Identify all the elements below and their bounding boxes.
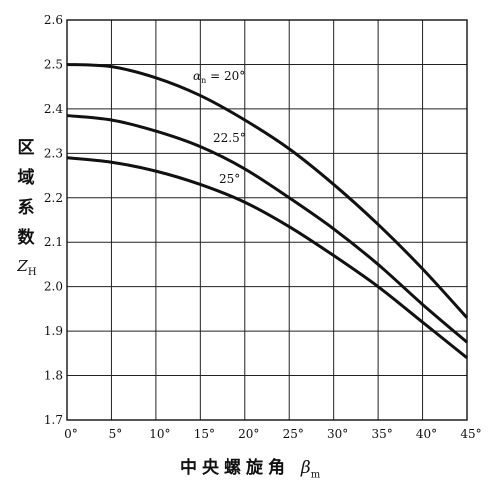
y-tick-label: 2.3 [44, 146, 63, 160]
x-tick-label: 10° [149, 427, 170, 441]
y-tick-label: 2.1 [44, 235, 63, 249]
x-axis-title-text: 中央螺旋角 [180, 458, 290, 478]
plot-frame [66, 19, 468, 421]
y-axis-title-char: 区 [17, 138, 35, 158]
x-tick-label: 40° [416, 427, 437, 441]
series-line [66, 156, 468, 359]
x-tick-label: 15° [194, 427, 215, 441]
y-tick-label: 1.8 [44, 369, 63, 383]
x-tick-label: 30° [327, 427, 348, 441]
y-axis-title-char: 系 [17, 198, 35, 218]
x-tick-label: 35° [371, 427, 392, 441]
x-axis-title: 中央螺旋角 βm [180, 453, 400, 480]
y-axis-symbol: ZH [17, 257, 37, 278]
y-tick-label: 1.9 [44, 324, 63, 338]
x-tick-label: 0° [64, 427, 78, 441]
x-axis-symbol: βm [300, 458, 321, 481]
x-tick-label: 25° [283, 427, 304, 441]
x-tick-label: 45° [460, 427, 481, 441]
y-tick-label: 1.7 [44, 413, 63, 427]
y-axis-title-char: 域 [17, 168, 35, 188]
y-tick-label: 2.5 [44, 57, 63, 71]
series-line [66, 114, 468, 344]
series-label: 22.5° [213, 131, 246, 145]
series-label: 25° [219, 172, 240, 186]
y-tick-label: 2.2 [44, 191, 63, 205]
series-label: αn = 20° [193, 69, 245, 85]
y-tick-label: 2.6 [44, 13, 63, 27]
y-tick-label: 2.0 [44, 280, 63, 294]
y-axis-title-char: 数 [17, 228, 35, 248]
x-tick-label: 5° [109, 427, 123, 441]
series-line [66, 62, 469, 319]
y-tick-label: 2.4 [44, 102, 63, 116]
x-tick-label: 20° [238, 427, 259, 441]
